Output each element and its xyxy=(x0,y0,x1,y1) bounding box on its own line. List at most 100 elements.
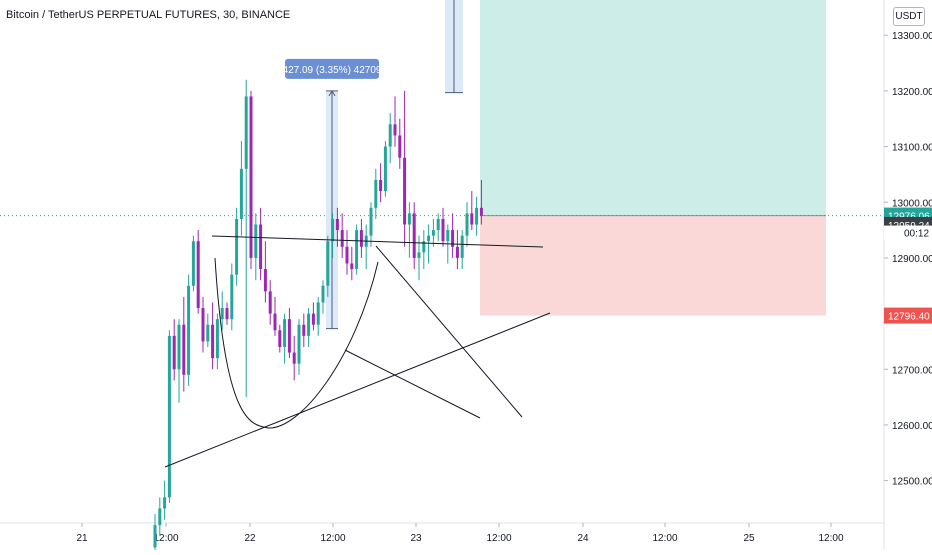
candle-body xyxy=(335,218,339,231)
price-tick-label: 12600.00 xyxy=(892,421,932,432)
candle-body xyxy=(172,335,176,370)
cup-curve xyxy=(214,257,379,429)
chart-title: Bitcoin / TetherUS PERPETUAL FUTURES, 30… xyxy=(6,9,291,21)
candle-body xyxy=(441,218,445,242)
candle-body xyxy=(311,313,315,325)
candle-body xyxy=(316,302,320,325)
trend-line xyxy=(344,349,481,419)
candle-body xyxy=(321,285,325,303)
loss-zone xyxy=(480,215,826,316)
measure-label: 427.09 (3.35%) 42709 xyxy=(283,65,382,76)
candle-body xyxy=(215,319,219,359)
candle-body xyxy=(244,96,248,169)
candle-body xyxy=(355,230,359,270)
price-tick-label: 13300.00 xyxy=(892,31,932,42)
candle-body xyxy=(220,308,224,320)
candle-body xyxy=(412,213,416,258)
time-tick-label: 12:00 xyxy=(320,533,345,544)
candle-body xyxy=(345,246,349,264)
candle-body xyxy=(326,241,330,286)
time-tick-label: 12:00 xyxy=(818,533,843,544)
countdown-label: 00:12 xyxy=(904,229,929,240)
candle-body xyxy=(283,319,287,347)
candle-body xyxy=(191,241,195,286)
candle-body xyxy=(163,497,167,509)
candle-body xyxy=(177,324,181,370)
time-tick-label: 25 xyxy=(743,533,755,544)
candle-body xyxy=(249,96,253,258)
candle-body xyxy=(379,179,383,192)
candle-body xyxy=(446,230,450,242)
candle-body xyxy=(465,213,469,236)
candle-body xyxy=(470,213,474,225)
measure-arrow-head xyxy=(328,89,336,97)
candle-body xyxy=(230,274,234,320)
price-tag-stop xyxy=(884,307,932,324)
candle-body xyxy=(436,218,440,231)
time-tick-label: 21 xyxy=(76,533,88,544)
candle-body xyxy=(167,335,171,498)
candle-body xyxy=(422,241,426,253)
candle-body xyxy=(292,352,296,364)
time-tick-label: 12:00 xyxy=(652,533,677,544)
candle-body xyxy=(431,230,435,236)
candle-body xyxy=(187,285,191,375)
price-tick-label: 13000.00 xyxy=(892,198,932,209)
candle-body xyxy=(263,269,267,292)
candle-body xyxy=(455,246,459,258)
candle-body xyxy=(307,313,311,336)
countdown-box xyxy=(884,225,932,240)
candle-body xyxy=(254,224,258,258)
candle-body xyxy=(201,308,205,342)
candle-body xyxy=(297,324,301,364)
candle-body xyxy=(273,313,277,331)
candle-body xyxy=(350,263,354,270)
candle-body xyxy=(407,213,411,225)
price-tick-label: 12900.00 xyxy=(892,254,932,265)
candle-body xyxy=(259,224,263,270)
trend-line xyxy=(211,235,544,248)
candle-body xyxy=(460,235,464,258)
candle-body xyxy=(393,124,397,136)
candle-body xyxy=(417,252,421,258)
candle-body xyxy=(196,241,200,309)
profit-zone xyxy=(480,0,826,216)
candle-body xyxy=(369,207,373,236)
candle-body xyxy=(359,230,363,247)
currency-selector-button[interactable]: USDT xyxy=(893,7,925,26)
time-tick-label: 22 xyxy=(244,533,256,544)
time-tick-label: 24 xyxy=(577,533,589,544)
time-tick-label: 12:00 xyxy=(153,533,178,544)
price-tick-label: 12500.00 xyxy=(892,477,932,488)
time-tick-label: 12:00 xyxy=(486,533,511,544)
candle-body xyxy=(388,124,392,147)
measure-label-box xyxy=(285,58,379,79)
candle-body xyxy=(182,324,186,375)
candle-body xyxy=(475,207,479,225)
candle-body xyxy=(225,308,229,320)
candle-body xyxy=(287,319,291,353)
candle-body xyxy=(427,235,431,242)
candle-body xyxy=(451,230,455,247)
trend-line xyxy=(375,245,523,418)
price-tick-label: 12700.00 xyxy=(892,365,932,376)
candle-body xyxy=(302,324,306,336)
candle-body xyxy=(479,207,483,216)
candle-body xyxy=(383,146,387,192)
candle-body xyxy=(278,330,282,347)
time-tick-label: 23 xyxy=(410,533,422,544)
candle-body xyxy=(403,157,407,225)
candle-body xyxy=(268,291,272,314)
candle-body xyxy=(153,525,157,548)
candle-body xyxy=(331,218,335,242)
candle-body xyxy=(340,230,344,247)
price-tag-label: 12796.40 xyxy=(888,312,930,323)
candle-body xyxy=(235,218,239,275)
candle-body xyxy=(158,508,162,526)
price-tick-label: 13200.00 xyxy=(892,87,932,98)
candle-body xyxy=(239,168,243,219)
candle-body xyxy=(211,324,215,359)
price-tick-label: 13100.00 xyxy=(892,143,932,154)
